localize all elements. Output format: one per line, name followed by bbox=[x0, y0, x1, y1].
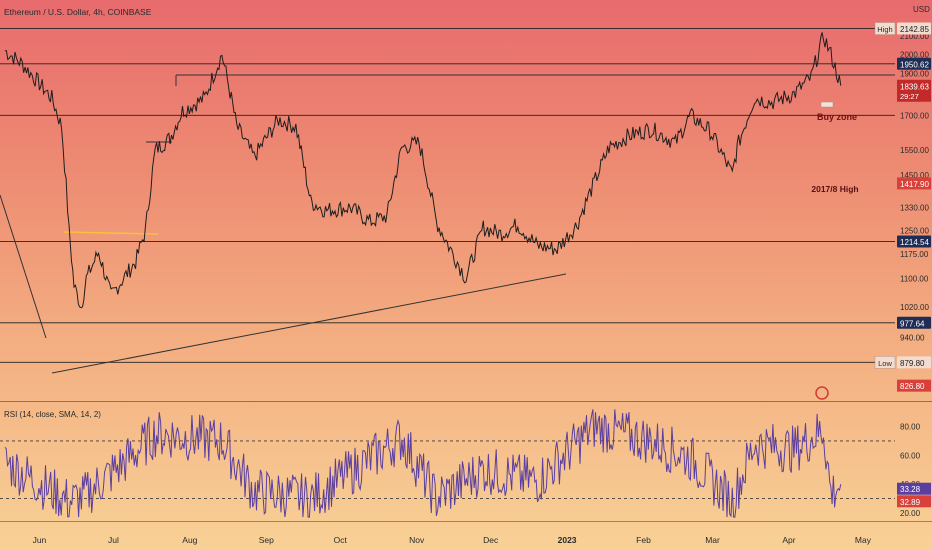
y-tick-label: 1900.00 bbox=[900, 70, 929, 79]
price-tag-label: 1839.63 bbox=[900, 82, 929, 91]
x-tick-label: Jul bbox=[108, 535, 119, 545]
x-tick-label: Sep bbox=[259, 535, 274, 545]
y-tick-label: 1550.00 bbox=[900, 146, 929, 155]
price-tag-label: 1417.90 bbox=[900, 180, 929, 189]
y-tick-label: 1175.00 bbox=[900, 250, 929, 259]
price-tag-box bbox=[897, 79, 931, 102]
level-tag-label: Low bbox=[878, 359, 892, 368]
price-tag-box bbox=[897, 379, 931, 392]
currency-label: USD bbox=[913, 5, 930, 14]
price-tag-label: 2142.85 bbox=[900, 25, 929, 34]
rsi-value-tag bbox=[897, 495, 931, 508]
y-tick-label: 1250.00 bbox=[900, 227, 929, 236]
rsi-value-label: 33.28 bbox=[900, 485, 921, 494]
event-icon bbox=[815, 386, 829, 400]
rsi-value-tag bbox=[897, 482, 931, 495]
y-tick-label: 1700.00 bbox=[900, 111, 929, 120]
y-tick-label: 1330.00 bbox=[900, 203, 929, 212]
x-tick-label: Oct bbox=[334, 535, 348, 545]
y-tick-label: 940.00 bbox=[900, 334, 925, 343]
y-tick-label: 1450.00 bbox=[900, 171, 929, 180]
level-tag-box bbox=[874, 356, 896, 369]
rsi-y-tick-label: 20.00 bbox=[900, 509, 921, 518]
price-tag-box bbox=[897, 57, 931, 70]
price-tag-box bbox=[897, 235, 931, 248]
y-tick-label: 2100.00 bbox=[900, 32, 929, 41]
price-tag-label: 1950.62 bbox=[900, 60, 929, 69]
x-tick-label: Mar bbox=[705, 535, 720, 545]
x-tick-label: 2023 bbox=[558, 535, 577, 545]
x-tick-label: Feb bbox=[636, 535, 651, 545]
x-tick-label: Apr bbox=[782, 535, 795, 545]
y-tick-label: 1100.00 bbox=[900, 275, 929, 284]
price-tag-box bbox=[897, 356, 931, 369]
price-tag-box bbox=[897, 316, 931, 329]
chart-title: Ethereum / U.S. Dollar, 4h, COINBASE bbox=[4, 7, 152, 17]
rsi-value-label: 32.89 bbox=[900, 498, 921, 507]
resistance-zone-line bbox=[63, 231, 159, 235]
level-tag-box bbox=[874, 22, 896, 35]
x-tick-label: Nov bbox=[409, 535, 425, 545]
price-tag-label: 977.64 bbox=[900, 319, 925, 328]
rsi-title: RSI (14, close, SMA, 14, 2) bbox=[4, 410, 101, 419]
level-tag-label: High bbox=[877, 25, 892, 34]
y-tick-label: 2000.00 bbox=[900, 50, 929, 59]
rsi-y-tick-label: 80.00 bbox=[900, 423, 921, 432]
x-tick-label: May bbox=[855, 535, 872, 545]
rsi-y-tick-label: 60.00 bbox=[900, 451, 921, 460]
countdown-label: 29:27 bbox=[900, 92, 919, 101]
x-tick-label: Aug bbox=[182, 535, 197, 545]
x-tick-label: Jun bbox=[33, 535, 47, 545]
buy-zone-marker bbox=[820, 101, 834, 108]
price-tag-box bbox=[897, 22, 931, 35]
trend-line bbox=[0, 194, 47, 339]
trend-line bbox=[51, 273, 567, 374]
annotation-buy-zone: Buy zone bbox=[817, 112, 857, 122]
price-tag-label: 826.80 bbox=[900, 382, 925, 391]
rsi-series-line bbox=[4, 409, 842, 518]
x-tick-label: Dec bbox=[483, 535, 499, 545]
price-tag-box bbox=[897, 177, 931, 190]
price-tag-label: 1214.54 bbox=[900, 238, 929, 247]
price-series-line bbox=[4, 32, 842, 309]
annotation-2017-high: 2017/8 High bbox=[811, 184, 858, 194]
y-tick-label: 1020.00 bbox=[900, 303, 929, 312]
price-tag-label: 879.80 bbox=[900, 359, 925, 368]
